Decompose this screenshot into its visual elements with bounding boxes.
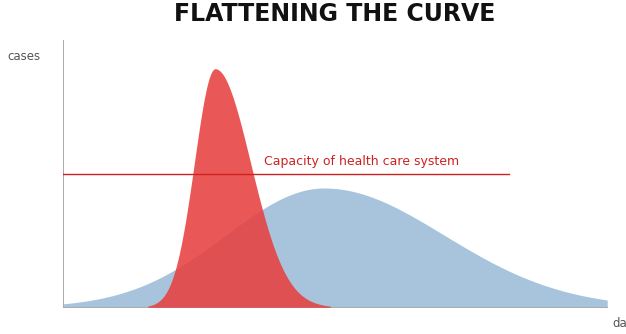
- Text: cases: cases: [8, 50, 41, 62]
- Text: Capacity of health care system: Capacity of health care system: [264, 155, 459, 168]
- Text: days: days: [613, 317, 626, 330]
- Title: FLATTENING THE CURVE: FLATTENING THE CURVE: [174, 2, 496, 26]
